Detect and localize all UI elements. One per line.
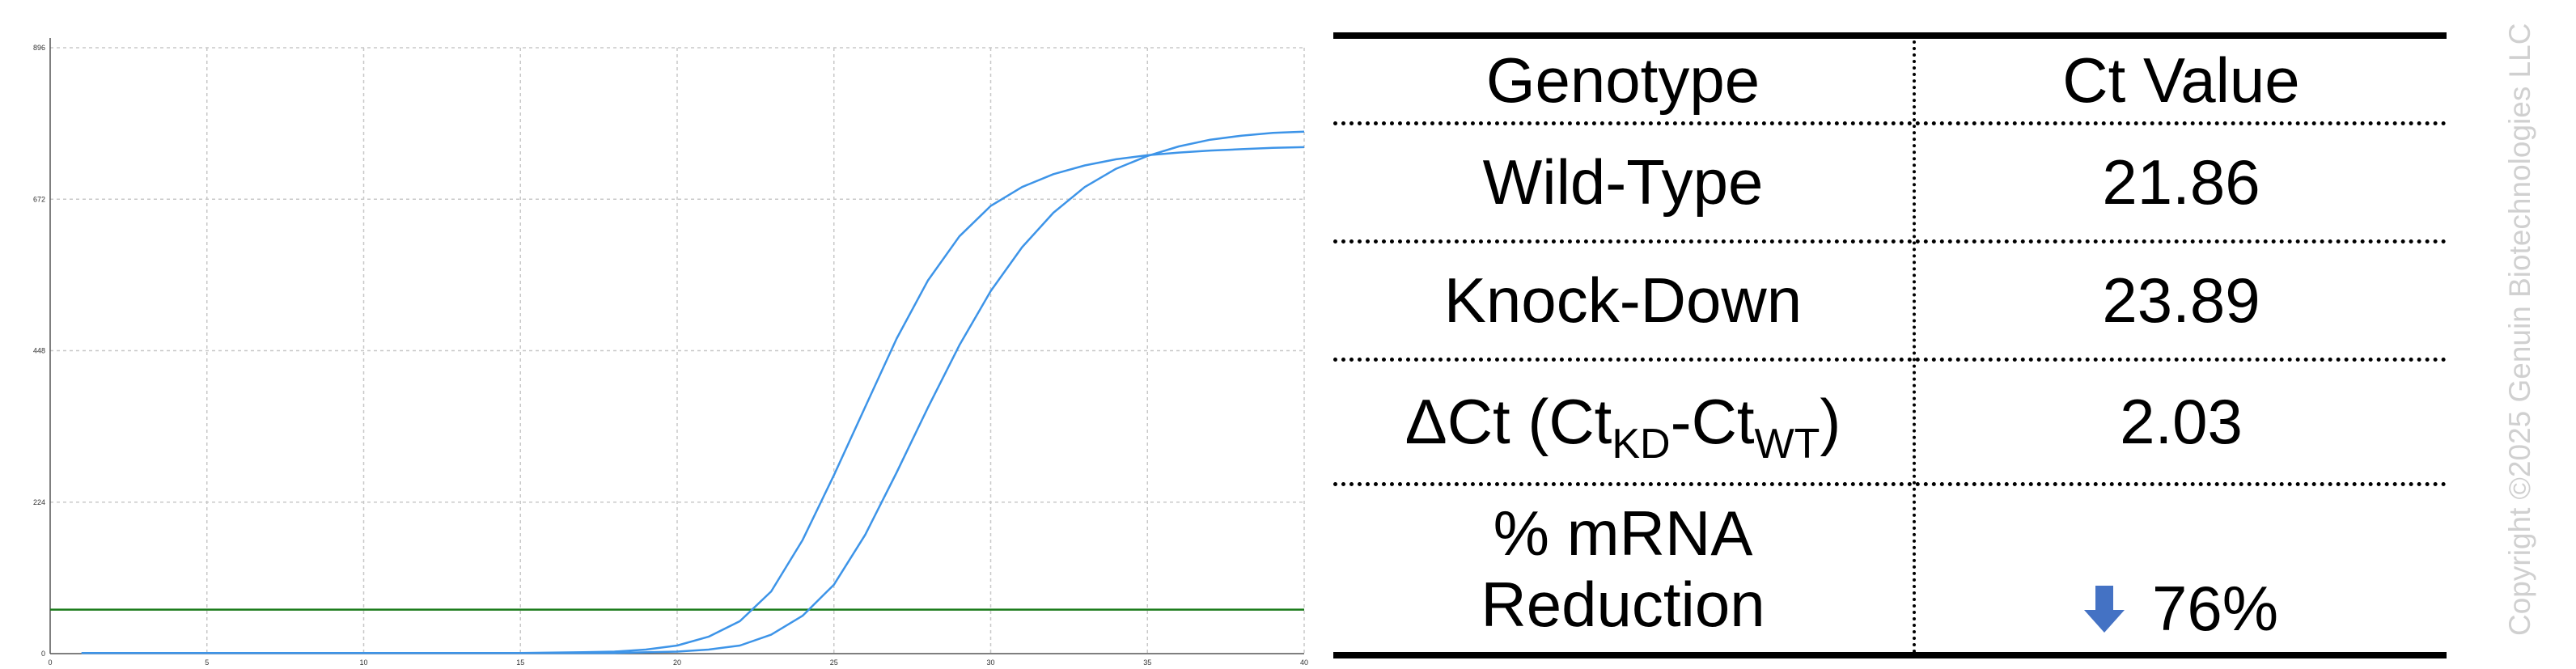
column-divider	[1913, 40, 1916, 654]
header-ct-value: Ct Value	[2062, 44, 2300, 116]
amplification-plot: 0 5 10 15 20 25 30 35 40 0 224 448 672 896	[33, 38, 1308, 667]
delta-ct-mid: -Ct	[1670, 385, 1755, 457]
amplification-curve-2	[81, 130, 1305, 654]
delta-ct-end: )	[1820, 385, 1841, 457]
y-tick-label: 896	[33, 44, 45, 52]
row-mrna-reduction-label: % mRNA Reduction	[1333, 486, 1913, 652]
row-delta-ct-value: 2.03	[2120, 385, 2243, 457]
x-tick-label: 25	[830, 658, 838, 667]
amplification-curve-1	[81, 146, 1305, 654]
table-bottom-rule	[1333, 652, 2447, 658]
row-divider	[1333, 482, 2447, 486]
y-tick-label: 448	[33, 347, 45, 355]
amplification-chart: 0 5 10 15 20 25 30 35 40 0 224 448 672 896	[33, 38, 1308, 667]
row-knock-down-label: Knock-Down	[1443, 264, 1803, 336]
row-delta-ct-label: ΔCt (CtKD-CtWT)	[1333, 362, 1913, 482]
mrna-reduction-line2: Reduction	[1481, 568, 1765, 640]
y-tick-label: 0	[41, 650, 45, 658]
delta-ct-sub-kd: KD	[1612, 420, 1671, 468]
y-tick-label: 672	[33, 195, 45, 203]
row-wild-type-value: 21.86	[2102, 146, 2260, 218]
x-tick-label: 30	[986, 658, 994, 667]
delta-ct-sub-wt: WT	[1754, 420, 1820, 468]
copyright-watermark: Copyright ©2025 Genuin Biotechnologies L…	[2503, 23, 2536, 636]
x-tick-label: 10	[359, 658, 367, 667]
row-divider	[1333, 358, 2447, 362]
x-tick-label: 5	[205, 658, 209, 667]
y-tick-label: 224	[33, 498, 45, 506]
table-top-rule	[1333, 32, 2447, 39]
x-tick-label: 35	[1143, 658, 1151, 667]
down-arrow-icon	[2083, 585, 2125, 633]
header-genotype: Genotype	[1485, 44, 1760, 116]
x-tick-label: 40	[1300, 658, 1308, 667]
x-tick-label: 15	[516, 658, 524, 667]
mrna-reduction-line1: % mRNA	[1493, 498, 1753, 569]
x-tick-label: 0	[48, 658, 52, 667]
row-divider	[1333, 239, 2447, 243]
mrna-reduction-value: 76%	[2151, 573, 2279, 645]
row-mrna-reduction-value: 76%	[1916, 566, 2447, 652]
row-knock-down-value: 23.89	[2102, 264, 2260, 336]
row-divider	[1333, 121, 2447, 125]
x-tick-label: 20	[673, 658, 681, 667]
delta-ct-text: ΔCt (Ct	[1405, 385, 1612, 457]
row-wild-type-label: Wild-Type	[1482, 146, 1764, 218]
